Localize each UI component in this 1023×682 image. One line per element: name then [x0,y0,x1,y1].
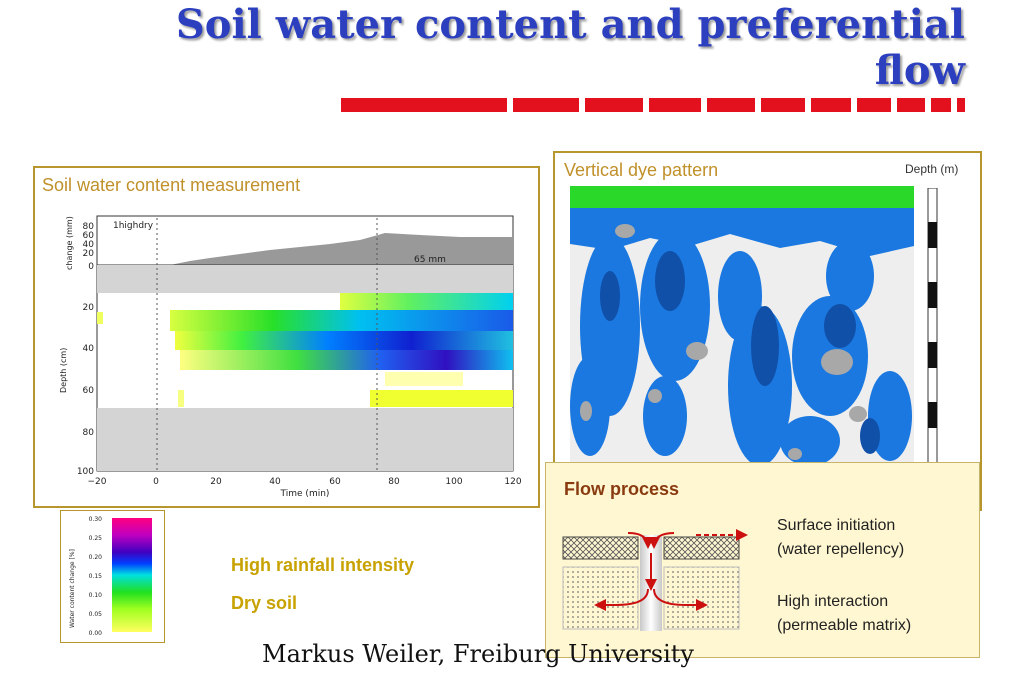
slide-footer: Markus Weiler, Freiburg University [262,640,694,668]
flow-note-interaction-line2: (permeable matrix) [777,617,912,634]
run-label: 1highdry [113,221,154,231]
main-x-tick: 20 [210,477,222,487]
top-y-tick: 80 [83,222,95,232]
flow-note-interaction: High interaction (permeable matrix) [777,590,911,638]
main-y-tick: 80 [83,428,95,438]
condition-rainfall: High rainfall intensity [231,555,415,575]
colorbar-tick: 0.15 [89,573,103,580]
top-y-tick: 60 [83,231,95,241]
depth-scale-bar [927,188,938,463]
colorbar-tick: 0.10 [89,592,103,599]
depth-scale-label: Depth (m) [905,162,959,176]
colorbar-tick: 0.05 [89,611,103,618]
colorbar-tick: 0.25 [89,535,103,542]
flow-note-surface-line2: (water repellency) [777,541,905,558]
condition-soil: Dry soil [231,593,298,613]
slide-title-line1: Soil water content and preferential [175,1,965,48]
soil-water-panel-label: Soil water content measurement [42,175,301,195]
colorbar-tick: 0.30 [89,516,103,523]
main-y-ticks: 20 40 60 80 100 [77,303,94,477]
flow-note-surface: Surface initiation (water repellency) [777,514,904,562]
dye-pattern-panel-label: Vertical dye pattern [564,160,719,180]
top-y-tick: 20 [83,249,95,259]
top-y-axis-label: change (mm) [65,216,74,270]
flow-process-diagram [562,529,748,631]
main-y-tick: 20 [83,303,95,313]
main-x-axis-label: Time (min) [280,489,330,499]
colorbar-tick: 0.20 [89,554,103,561]
main-x-tick: 40 [269,477,281,487]
colorbar-label: Water content change [%] [69,549,76,628]
main-y-tick: 40 [83,344,95,354]
dye-pattern-image [570,186,914,466]
main-x-tick: 120 [504,477,521,487]
flow-note-interaction-line1: High interaction [777,593,889,610]
main-y-tick: 100 [77,467,94,477]
cumulative-annotation: 65 mm [414,255,446,265]
top-y-tick: 40 [83,240,95,250]
slide-title: Soil water content and preferential flow [65,2,965,94]
top-y-ticks: 80 60 40 20 0 [83,222,95,272]
main-x-tick: 100 [445,477,462,487]
top-y-tick: 0 [88,262,94,272]
slide-title-line2: flow [874,47,965,94]
main-x-tick: 60 [329,477,341,487]
main-y-tick: 60 [83,386,95,396]
main-x-tick: 0 [153,477,159,487]
soil-water-chart: 1highdry 65 mm 80 60 40 20 0 change (mm) [59,215,522,499]
colorbar-tick: 0.00 [89,630,103,637]
colorbar: 0.30 0.25 0.20 0.15 0.10 0.05 0.00 Water… [69,516,152,637]
main-x-ticks: −20 0 20 40 60 80 100 120 [88,477,522,487]
flow-note-surface-line1: Surface initiation [777,517,896,534]
main-x-tick: 80 [388,477,400,487]
main-x-tick: −20 [88,477,107,487]
flow-process-title: Flow process [564,479,680,499]
main-y-axis-label: Depth (cm) [59,348,68,393]
